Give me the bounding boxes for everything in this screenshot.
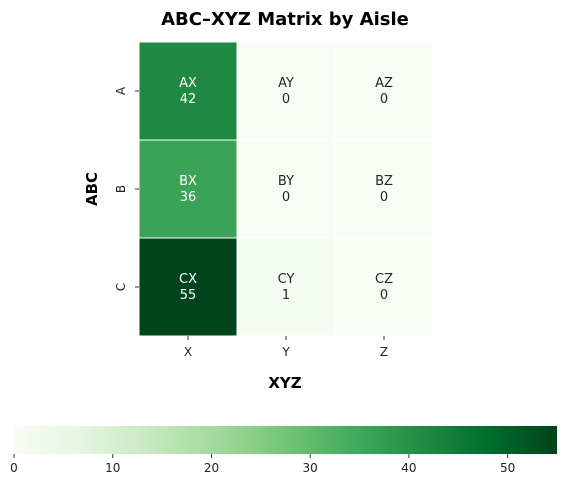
y-tick-label: C bbox=[114, 283, 128, 291]
cell-label-az: AZ bbox=[375, 76, 393, 91]
cell-label-by: BY bbox=[278, 174, 294, 189]
x-axis-ticks: X Y Z bbox=[184, 336, 388, 359]
cell-label-cy: CY bbox=[278, 272, 295, 287]
colorbar-gradient bbox=[14, 426, 557, 454]
x-tick-label: Z bbox=[380, 345, 388, 359]
cell-value-ay: 0 bbox=[282, 92, 290, 107]
heatmap-cell-cz bbox=[334, 237, 434, 337]
cell-value-az: 0 bbox=[380, 92, 388, 107]
cell-label-bx: BX bbox=[179, 174, 197, 189]
cell-value-bx: 36 bbox=[180, 190, 197, 205]
cell-value-bz: 0 bbox=[380, 190, 388, 205]
colorbar-tick-label: 30 bbox=[303, 461, 318, 475]
heatmap-cell-cx bbox=[138, 237, 238, 337]
y-axis-ticks: A B C bbox=[114, 86, 139, 291]
y-tick-label: B bbox=[114, 185, 128, 193]
colorbar-tick-label: 0 bbox=[10, 461, 18, 475]
cell-value-by: 0 bbox=[282, 190, 290, 205]
cell-label-ax: AX bbox=[179, 76, 197, 91]
cell-value-ax: 42 bbox=[180, 92, 197, 107]
x-tick-label: Y bbox=[281, 345, 290, 359]
cell-label-cz: CZ bbox=[375, 272, 393, 287]
heatmap-cell-by bbox=[236, 139, 336, 239]
heatmap-cell-ay bbox=[236, 41, 336, 141]
heatmap-cell-cy bbox=[236, 237, 336, 337]
cell-value-cy: 1 bbox=[282, 288, 290, 303]
y-axis-label: ABC bbox=[83, 172, 101, 206]
colorbar: 0 10 20 30 40 50 bbox=[10, 426, 557, 475]
heatmap-cell-bx bbox=[138, 139, 238, 239]
x-tick-label: X bbox=[184, 345, 192, 359]
heatmap-cell-ax bbox=[138, 41, 238, 141]
heatmap-cell-az bbox=[334, 41, 434, 141]
colorbar-tick-label: 10 bbox=[105, 461, 120, 475]
y-tick-label: A bbox=[114, 86, 128, 95]
colorbar-tick-label: 20 bbox=[204, 461, 219, 475]
cell-label-bz: BZ bbox=[375, 174, 393, 189]
cell-label-cx: CX bbox=[179, 272, 197, 287]
cell-value-cz: 0 bbox=[380, 288, 388, 303]
cell-value-cx: 55 bbox=[180, 288, 197, 303]
x-axis-label: XYZ bbox=[268, 374, 301, 392]
colorbar-tick-label: 40 bbox=[401, 461, 416, 475]
heatmap-cell-bz bbox=[334, 139, 434, 239]
cell-label-ay: AY bbox=[278, 76, 294, 91]
chart-title: ABC–XYZ Matrix by Aisle bbox=[161, 9, 409, 30]
colorbar-tick-label: 50 bbox=[500, 461, 515, 475]
